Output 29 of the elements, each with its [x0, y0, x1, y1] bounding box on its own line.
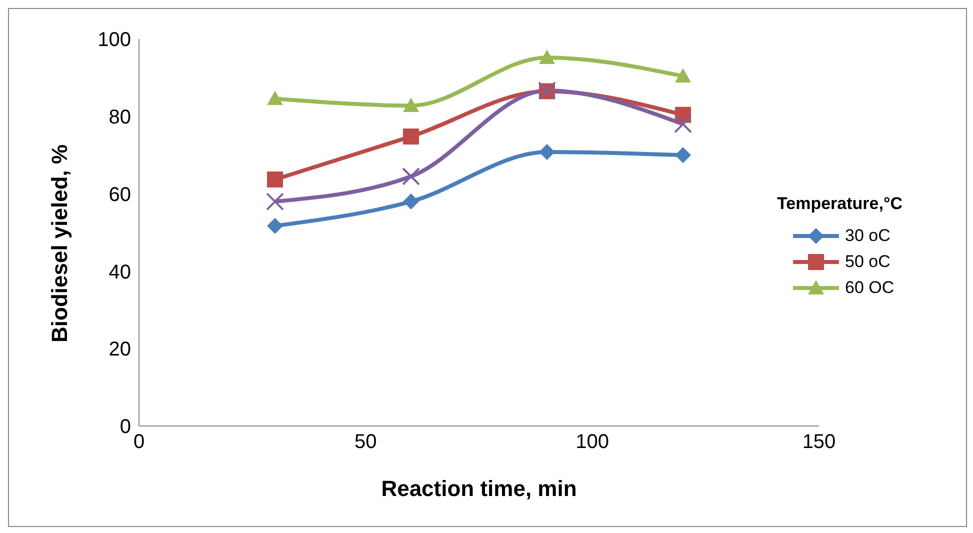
point	[403, 128, 419, 145]
point	[267, 90, 283, 105]
y-tick-label: 0	[120, 416, 131, 438]
point	[539, 50, 555, 64]
legend-title: Temperature,°C	[777, 194, 903, 214]
y-tick-label: 100	[98, 29, 131, 52]
legend-label: 60 OC	[845, 278, 894, 298]
x-tick-label: 50	[354, 431, 377, 454]
point	[267, 218, 283, 234]
y-tick-label: 80	[108, 106, 131, 128]
point	[675, 147, 691, 164]
point	[539, 144, 555, 160]
legend-label: 30 oC	[845, 226, 890, 246]
legend-label: 50 oC	[845, 252, 890, 272]
point	[674, 115, 692, 134]
point	[675, 68, 691, 83]
point	[266, 192, 284, 211]
x-tick-label: 0	[133, 431, 145, 454]
point	[403, 194, 419, 210]
y-tick-label: 40	[108, 261, 131, 284]
y-axis-title: Biodiesel yieled, %	[46, 144, 72, 342]
point	[267, 171, 283, 188]
point	[402, 167, 420, 186]
point	[403, 98, 419, 112]
x-tick-label: 100	[576, 431, 610, 454]
y-tick-label: 60	[108, 184, 131, 206]
x-tick-label: 150	[802, 431, 836, 454]
x-axis-title: Reaction time, min	[381, 476, 577, 501]
y-tick-label: 20	[108, 338, 131, 361]
